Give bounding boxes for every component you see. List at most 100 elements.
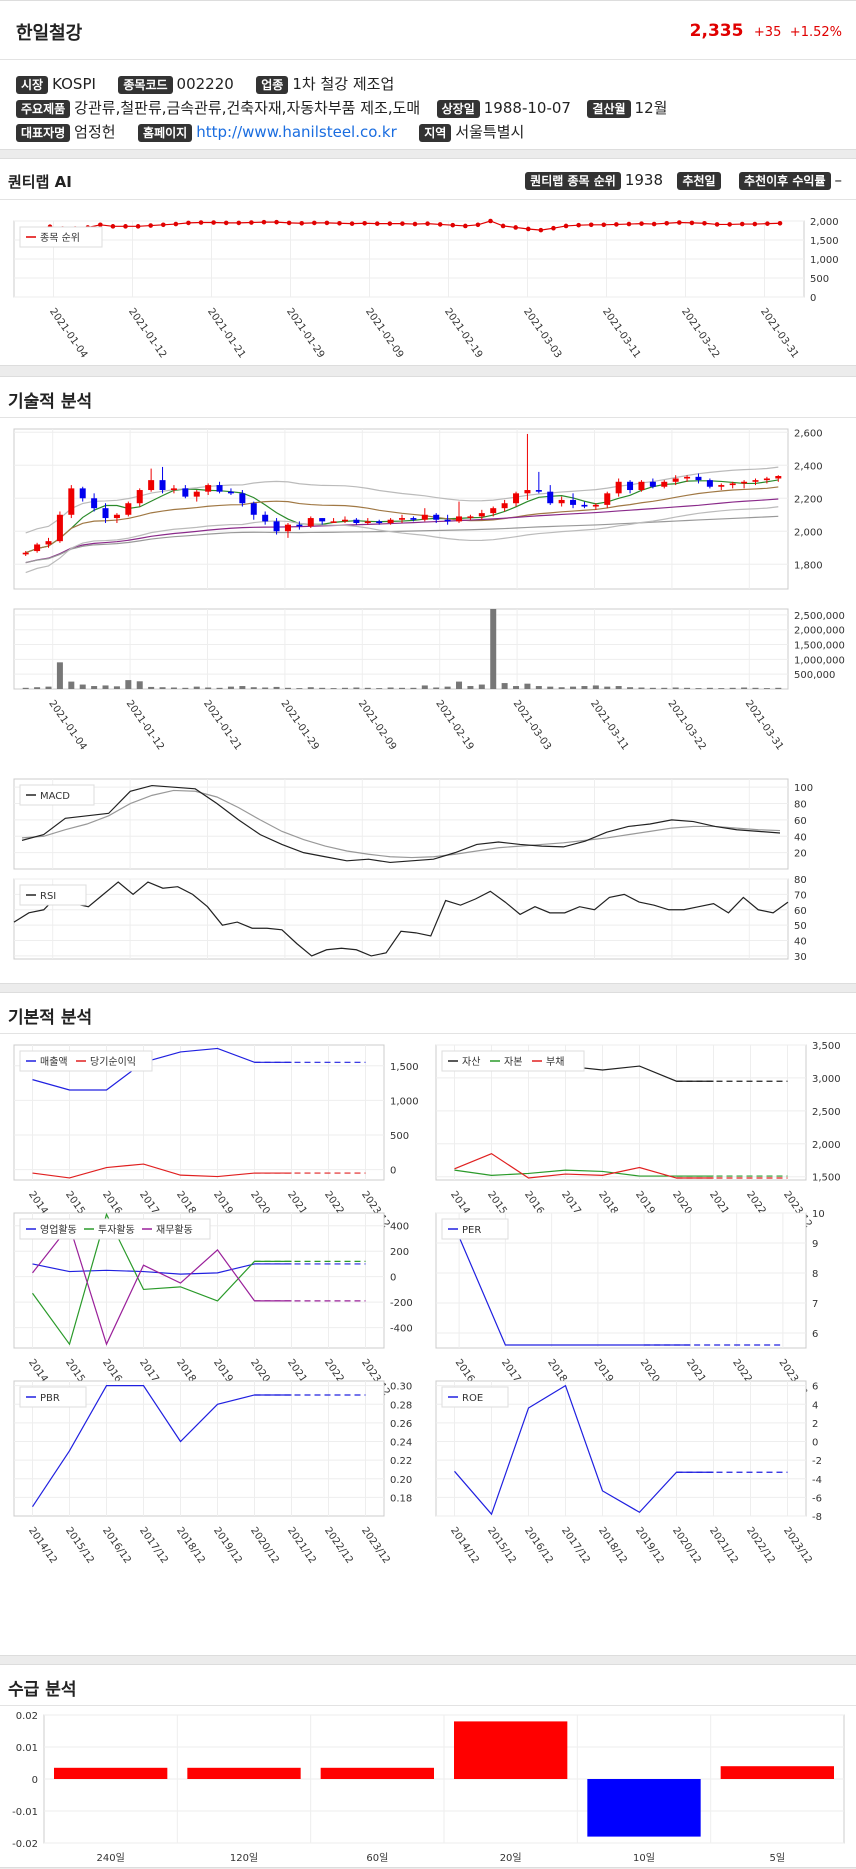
x-tick-label: 2021-02-09 (363, 306, 405, 360)
rank-point (186, 220, 191, 226)
x-tick-label: 20일 (500, 1852, 522, 1864)
candle-body (661, 481, 668, 487)
y-tick-label: 7 (812, 1299, 818, 1310)
legend-box (441, 1386, 509, 1408)
ai-title: 퀀티랩 AI (8, 173, 72, 191)
volume-bar (615, 686, 622, 689)
y-tick-label: 60 (794, 816, 807, 827)
x-tick-label: 2014/12 (448, 1525, 481, 1565)
volume-bar (216, 687, 223, 689)
x-tick-label: 2022/12 (322, 1525, 355, 1565)
rank-point (110, 224, 116, 229)
volume-bar (524, 683, 531, 689)
legend-box (441, 1218, 509, 1240)
legend-label: 당기순이익 (90, 1056, 136, 1068)
fundamental-card: 기본적 분석 0 500 1,000 1,500 매출액 당기순이익 2014/12 2015… (0, 992, 856, 1656)
tag-code: 종목코드 (118, 76, 173, 94)
x-tick-label: 2019/12 (211, 1525, 244, 1565)
candle-body (410, 518, 417, 520)
volume-bar (421, 685, 428, 689)
rank-point (651, 221, 657, 227)
plot-area (13, 428, 789, 590)
candle-body (501, 503, 508, 509)
rank-point (160, 222, 166, 228)
rank-point (349, 221, 355, 226)
candle-body (763, 478, 770, 481)
rank-point (312, 220, 317, 226)
candle-body (421, 514, 428, 520)
y-tick-label: 0 (390, 1166, 396, 1177)
candle-body (615, 481, 622, 494)
rank-point (387, 221, 393, 226)
legend-label: 재무활동 (156, 1223, 193, 1236)
volume-bar (364, 687, 371, 689)
y-tick-label: 0.18 (390, 1493, 412, 1504)
candle-body (250, 503, 257, 515)
rank-point (727, 222, 732, 227)
y-tick-label: 2,000,000 (794, 626, 845, 637)
y-tick-label: 2,000 (794, 527, 823, 538)
tag-fiscal: 결산월 (587, 100, 631, 118)
x-tick-label: 2017/12 (559, 1525, 592, 1565)
y-tick-label: 0.02 (16, 1711, 38, 1722)
listed-value: 1988-10-07 (483, 99, 571, 117)
legend-box (441, 1050, 585, 1072)
price-box: 2,335 +35 +1.52% (690, 21, 842, 41)
y-tick-label: -0.02 (12, 1839, 38, 1850)
volume-bar (193, 686, 200, 689)
volume-bar (456, 681, 463, 689)
x-tick-label: 2021/12 (285, 1525, 318, 1565)
volume-bar (695, 688, 702, 689)
rank-point (626, 221, 632, 227)
x-tick-label: 2022/12 (744, 1525, 777, 1565)
candle-body (558, 499, 565, 504)
y-tick-label: 40 (794, 937, 807, 948)
y-tick-label: 0.22 (390, 1456, 412, 1467)
rank-point (261, 219, 267, 225)
candle-body (307, 518, 314, 527)
volume-bar (467, 686, 474, 689)
candle-body (68, 488, 75, 515)
ai-card: 퀀티랩 AI 퀀티랩 종목 순위 1938 추천일 추천이후 수익률 – 0 500 1… (0, 158, 856, 366)
legend-label: PER (462, 1225, 481, 1236)
y-tick-label: 2,000 (812, 1140, 841, 1151)
homepage-link[interactable]: http://www.hanilsteel.co.kr (196, 123, 397, 141)
x-tick-label: 60일 (366, 1852, 388, 1864)
y-tick-label: 40 (794, 832, 807, 843)
candle-body (296, 524, 303, 527)
financial-series-line (32, 1047, 292, 1091)
legend-label: 자본 (504, 1056, 522, 1068)
candle-body (22, 552, 29, 555)
volume-bar (513, 686, 520, 689)
x-tick-label: 2020/12 (670, 1525, 703, 1565)
volume-bar (570, 686, 577, 689)
rank-point (299, 220, 305, 226)
y-tick-label: 1,500 (390, 1062, 419, 1073)
x-tick-label: 5일 (770, 1852, 786, 1864)
technical-chart: 1,800 2,000 2,200 2,400 2,600 500,000 1,000,00… (13, 428, 845, 963)
x-tick-label: 2021-01-21 (201, 698, 243, 752)
candle-body (535, 490, 542, 492)
technical-card: 기술적 분석 1,800 2,000 2,200 2,400 2,600 500,000 1… (0, 376, 856, 984)
rank-point (614, 222, 619, 227)
y-tick-label: 4 (812, 1400, 818, 1411)
legend-label: 종목 순위 (40, 231, 80, 244)
fund-title: 기본적 분석 (8, 1008, 93, 1028)
y-tick-label: -200 (390, 1298, 413, 1309)
candle-body (695, 476, 702, 481)
volume-bar (433, 687, 440, 689)
y-tick-label: 400 (390, 1222, 409, 1233)
candle-body (159, 480, 166, 491)
rank-point (702, 220, 707, 226)
volume-bar (330, 688, 337, 689)
rank-point (135, 224, 141, 229)
rank-point (601, 222, 607, 228)
rank-point (450, 222, 456, 228)
x-tick-label: 2021/12 (707, 1525, 740, 1565)
tag-homepage: 홈페이지 (138, 124, 193, 142)
y-tick-label: 80 (794, 800, 807, 811)
candle-body (205, 485, 212, 492)
volume-bar (775, 687, 782, 689)
y-tick-label: 1,500,000 (794, 641, 845, 652)
